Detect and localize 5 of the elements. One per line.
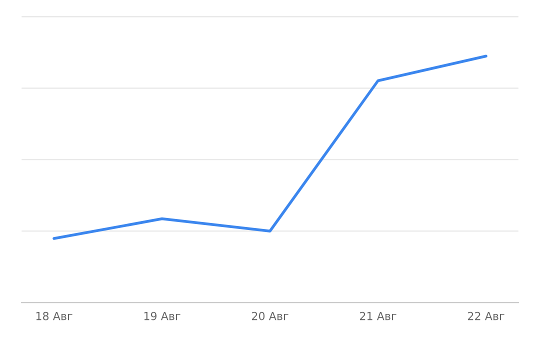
x-tick-label: 18 Авг [36, 312, 72, 320]
x-tick-label: 19 Авг [144, 312, 180, 320]
x-tick-label: 22 Авг [468, 312, 504, 320]
x-tick-label: 20 Авг [252, 312, 288, 320]
x-tick-label: 21 Авг [360, 312, 396, 320]
